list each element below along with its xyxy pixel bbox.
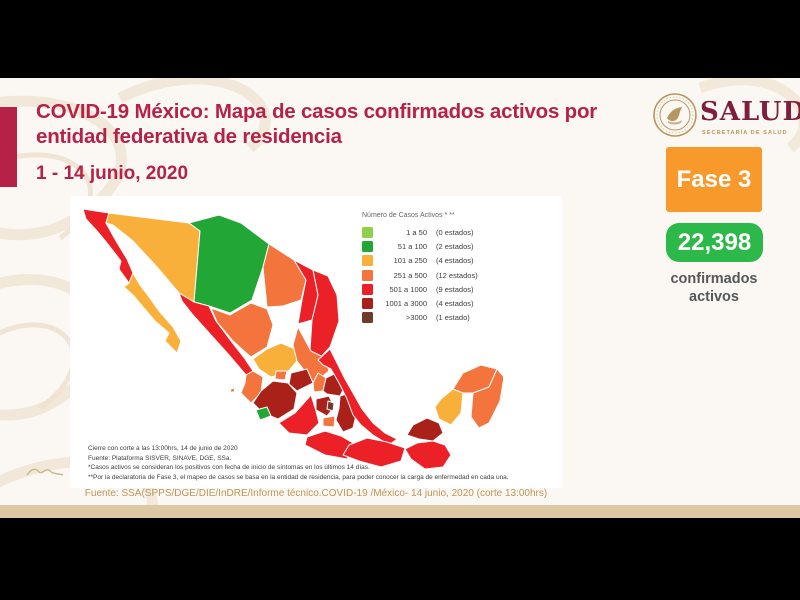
caption-line-2: activos (689, 289, 739, 305)
map-footnotes: Cierre con corte a las 13:00hrs, 14 de j… (88, 444, 558, 482)
legend-state-count: (1 estado) (436, 313, 470, 323)
phase-badge: Fase 3 (666, 147, 762, 212)
legend-state-count: (0 estados) (436, 227, 474, 237)
legend-swatch (362, 255, 373, 267)
state-ciudad-de-mexico (326, 400, 335, 412)
date-range: 1 - 14 junio, 2020 (36, 163, 189, 184)
state-aguascalientes (274, 370, 288, 381)
legend-state-count: (4 estados) (436, 256, 474, 266)
legend-row: >3000 (1 estado) (362, 311, 528, 325)
legend-range: 251 a 500 (393, 270, 427, 280)
left-accent-bar (0, 107, 17, 187)
government-seal-icon (653, 93, 697, 137)
legend-state-count: (2 estados) (436, 241, 474, 251)
legend-range: 1001 a 3000 (385, 299, 427, 309)
state-guanajuato (288, 368, 314, 392)
footnote-line-2: Fuente: Plataforma SISVER, SINAVE, DGE, … (88, 454, 232, 462)
state-tamaulipas (309, 269, 340, 361)
legend-swatch (362, 283, 373, 295)
island-cozumel (501, 390, 503, 399)
map-legend: Número de Casos Activos * ** 1 a 50 (0 e… (360, 210, 528, 326)
state-morelos (322, 415, 336, 428)
legend-swatch (362, 226, 373, 238)
legend-swatch (362, 269, 373, 281)
mexico-choropleth-map (83, 208, 503, 470)
legend-state-count: (9 estados) (436, 284, 474, 294)
state-oaxaca (342, 437, 406, 468)
state-quintana-roo (470, 368, 503, 429)
state-chihuahua (188, 214, 270, 314)
legend-row: 501 a 1000 (9 estados) (362, 282, 528, 296)
legend-range: 1 a 50 (406, 227, 427, 237)
state-baja-california-sur (123, 272, 182, 354)
legend-row: 101 a 250 (4 estados) (362, 254, 528, 268)
legend-range: 101 a 250 (393, 256, 427, 266)
title-line-2: entidad federativa de residencia (36, 125, 342, 148)
legend-title: Número de Casos Activos * ** (362, 212, 455, 219)
state-chiapas (404, 440, 452, 470)
islands-marias (229, 387, 236, 393)
salud-wordmark: SALUD (700, 97, 800, 127)
legend-range: 501 a 1000 (389, 284, 427, 294)
state-michoacan (278, 394, 320, 436)
salud-logo: SALUD SECRETARÍA DE SALUD (652, 90, 800, 142)
legend-row: 1001 a 3000 (4 estados) (362, 296, 528, 310)
bottom-gold-bar (0, 505, 800, 518)
salud-tagline: SECRETARÍA DE SALUD (702, 130, 788, 136)
legend-row: 251 a 500 (12 estados) (362, 268, 528, 282)
footnote-line-1: Cierre con corte a las 13:00hrs, 14 de j… (88, 445, 238, 452)
caption-line-1: confirmados (670, 271, 758, 287)
source-line: Fuente: SSA(SPPS/DGE/DIE/InDRE/Informe t… (84, 488, 548, 499)
legend-row: 51 a 100 (2 estados) (362, 239, 528, 253)
page-title: COVID-19 México: Mapa de casos confirmad… (36, 99, 621, 149)
title-line-1: COVID-19 México: Mapa de casos confirmad… (36, 100, 598, 123)
state-durango (210, 302, 274, 358)
legend-range: 51 a 100 (397, 241, 427, 251)
legend-range: >3000 (405, 313, 427, 323)
active-cases-caption: confirmados activos (644, 270, 784, 306)
wave-ornament-icon (26, 468, 64, 476)
active-cases-badge: 22,398 (666, 223, 763, 262)
legend-swatch (362, 298, 373, 310)
state-coahuila (262, 243, 307, 308)
state-veracruz (317, 348, 398, 446)
state-tabasco (406, 417, 444, 442)
legend-state-count: (12 estados) (436, 270, 478, 280)
legend-row: 1 a 50 (0 estados) (362, 225, 528, 239)
state-colima (255, 406, 272, 421)
footnote-line-4: **Por la declaratoria de Fase 3, el mape… (88, 473, 509, 481)
legend-swatch (362, 312, 373, 324)
legend-state-count: (4 estados) (436, 299, 474, 309)
footnote-line-3: *Casos activos se consideran los positiv… (88, 464, 370, 472)
presentation-slide: COVID-19 México: Mapa de casos confirmad… (0, 78, 800, 518)
legend-swatch (362, 240, 373, 252)
state-campeche (434, 388, 464, 426)
